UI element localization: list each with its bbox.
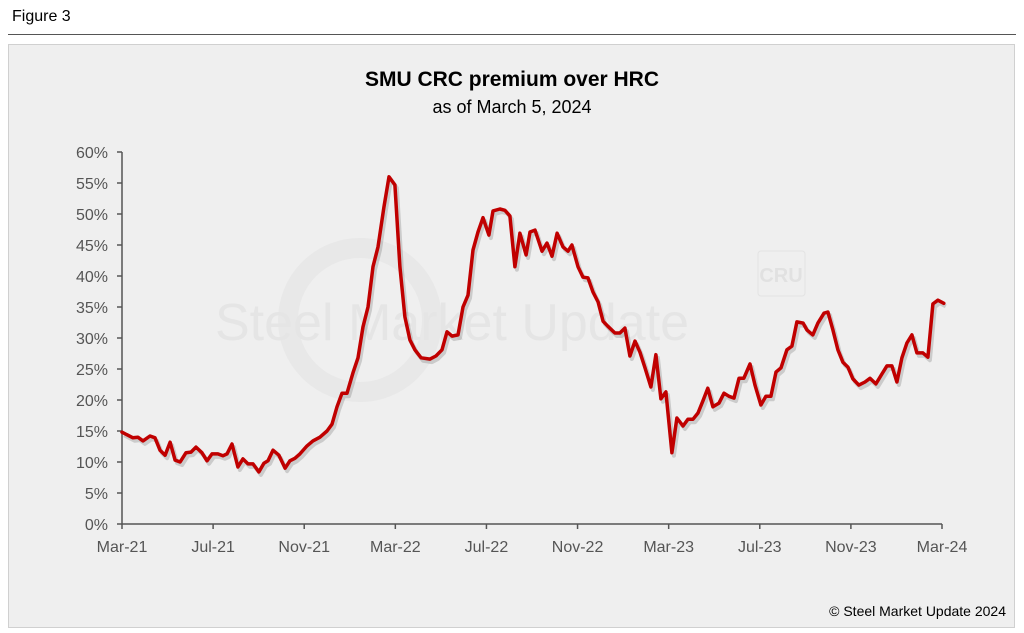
y-tick-label: 15% xyxy=(76,424,108,441)
chart-subtitle: as of March 5, 2024 xyxy=(432,97,592,117)
y-tick-label: 30% xyxy=(76,331,108,348)
y-tick-label: 0% xyxy=(85,517,108,534)
copyright-footer: © Steel Market Update 2024 xyxy=(829,603,1006,619)
y-tick-label: 20% xyxy=(76,393,108,410)
x-tick-label: Mar-22 xyxy=(370,539,421,556)
x-tick-label: Jul-22 xyxy=(465,539,509,556)
y-tick-label: 60% xyxy=(76,145,108,162)
watermark-text: Steel Market Update xyxy=(215,294,689,352)
y-tick-label: 40% xyxy=(76,269,108,286)
x-tick-label: Nov-23 xyxy=(825,539,877,556)
x-tick-label: Jul-23 xyxy=(738,539,782,556)
cru-badge xyxy=(757,250,806,297)
x-tick-label: Nov-22 xyxy=(552,539,604,556)
watermark-logo: Steel Market Update CRU xyxy=(215,238,806,402)
figure-label: Figure 3 xyxy=(12,8,71,25)
y-tick-label: 5% xyxy=(85,486,108,503)
x-tick-label: Jul-21 xyxy=(191,539,235,556)
header-divider xyxy=(8,34,1016,35)
y-tick-label: 45% xyxy=(76,238,108,255)
x-tick-label: Mar-23 xyxy=(643,539,694,556)
y-tick-label: 10% xyxy=(76,455,108,472)
y-tick-label: 25% xyxy=(76,362,108,379)
cru-badge-text: CRU xyxy=(759,265,802,287)
chart-title: SMU CRC premium over HRC xyxy=(364,68,660,91)
y-tick-label: 55% xyxy=(76,176,108,193)
x-tick-label: Nov-21 xyxy=(278,539,330,556)
chart-panel xyxy=(8,44,1015,628)
watermark-circle-icon xyxy=(278,238,442,402)
y-tick-label: 35% xyxy=(76,300,108,317)
x-tick-label: Mar-24 xyxy=(917,539,968,556)
y-tick-label: 50% xyxy=(76,207,108,224)
x-tick-label: Mar-21 xyxy=(97,539,148,556)
